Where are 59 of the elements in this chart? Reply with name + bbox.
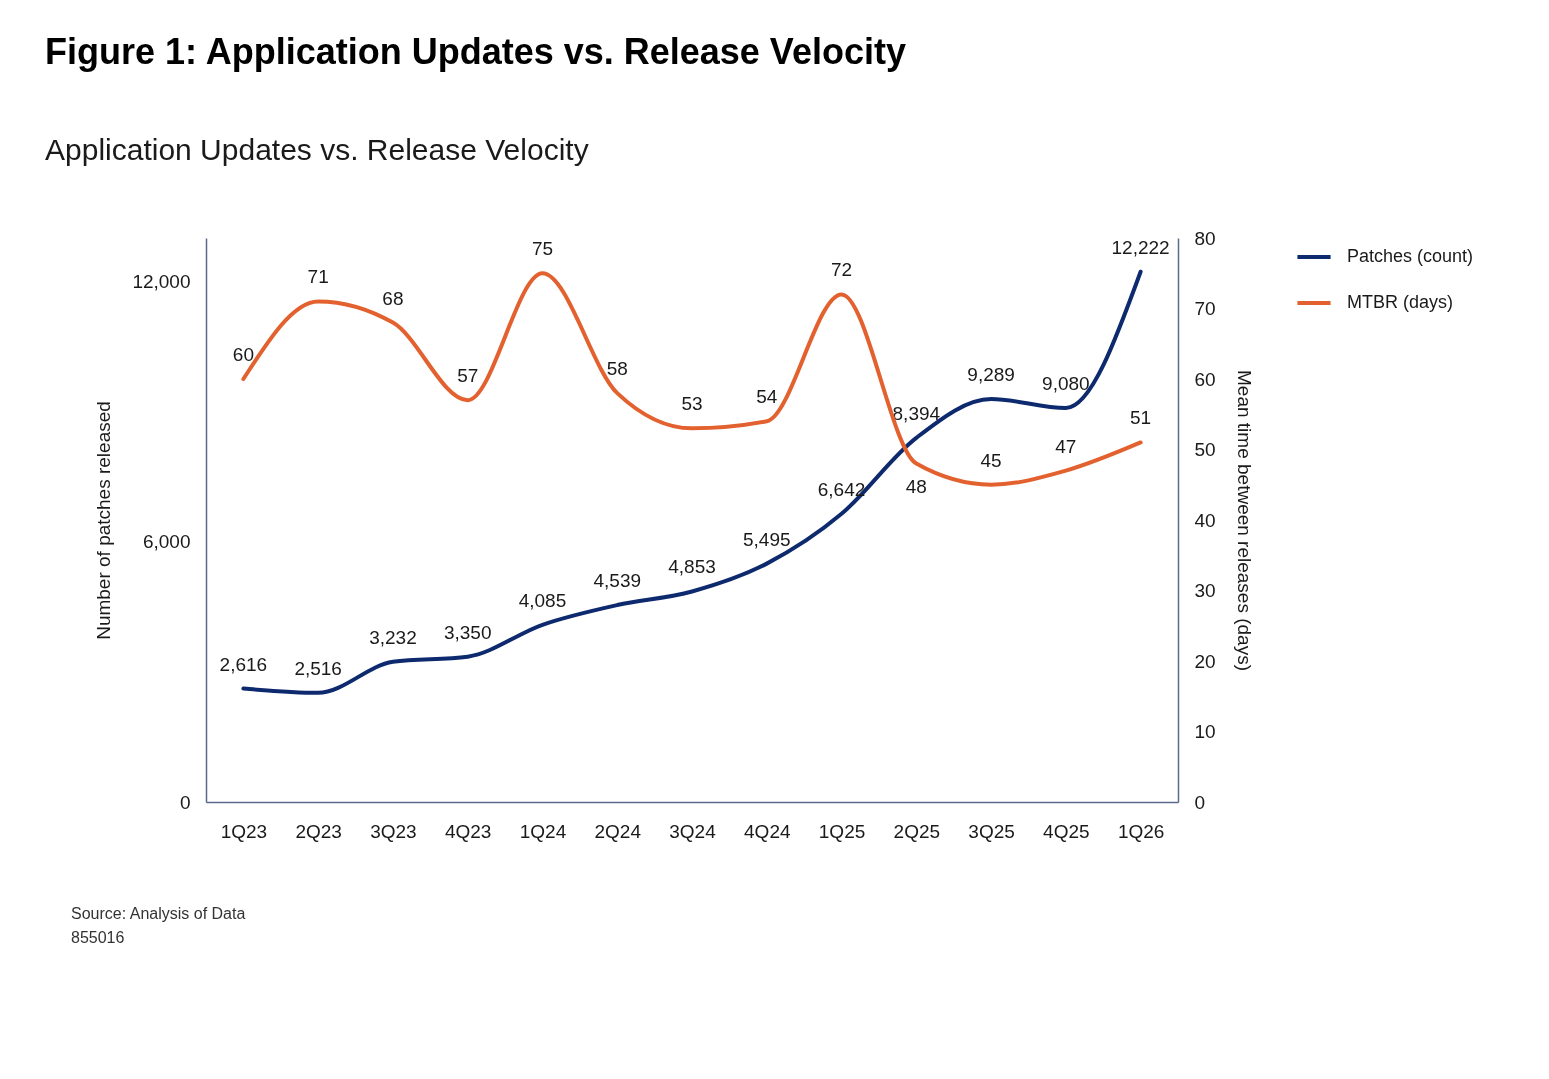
x-tick-label: 1Q24 [519, 820, 567, 842]
data-label: 53 [681, 393, 703, 415]
y2-tick-label: 10 [1194, 721, 1216, 742]
x-tick-label: 2Q25 [893, 820, 941, 842]
y2-tick-label: 20 [1194, 650, 1216, 672]
data-label: 57 [457, 365, 479, 387]
x-tick-label: 3Q25 [968, 820, 1015, 842]
data-label: 58 [606, 358, 628, 380]
data-label: 68 [382, 287, 404, 309]
data-label: 2,616 [219, 653, 268, 675]
data-label: 71 [307, 266, 329, 288]
y-tick-label: 12,000 [132, 270, 191, 292]
data-label: 6,642 [817, 478, 866, 500]
x-tick-label: 1Q26 [1117, 820, 1165, 842]
x-tick-label: 3Q24 [669, 820, 717, 842]
y2-axis-title: Mean time between releases (days) [1233, 370, 1255, 671]
data-label: 4,539 [593, 570, 641, 592]
data-label: 47 [1055, 435, 1077, 457]
y2-tick-label: 50 [1194, 439, 1216, 460]
chart-subtitle: Application Updates vs. Release Velocity [45, 133, 589, 166]
data-label: 54 [756, 386, 778, 408]
data-label: 51 [1130, 407, 1152, 429]
y2-tick-label: 0 [1194, 791, 1206, 813]
data-label: 4,853 [668, 556, 716, 578]
data-label: 9,080 [1042, 373, 1090, 395]
x-tick-label: 4Q23 [444, 820, 492, 842]
x-tick-label: 4Q25 [1043, 820, 1090, 842]
data-label: 5,495 [743, 528, 791, 550]
y-axis-title: Number of patches released [93, 401, 115, 640]
chart-title: Figure 1: Application Updates vs. Release Velocity [45, 31, 906, 72]
y2-tick-label: 60 [1194, 368, 1216, 390]
x-tick-label: 4Q24 [744, 820, 791, 842]
legend-label: Patches (count) [1347, 246, 1474, 266]
y2-tick-label: 80 [1194, 227, 1216, 249]
y2-tick-label: 70 [1194, 298, 1216, 319]
data-label: 3,350 [443, 621, 492, 643]
data-label: 2,516 [294, 657, 342, 679]
x-tick-label: 1Q23 [220, 820, 268, 842]
x-tick-label: 3Q23 [370, 820, 417, 842]
data-label: 72 [830, 259, 853, 281]
data-label: 45 [980, 449, 1002, 471]
data-label: 60 [232, 344, 254, 365]
data-label: 75 [531, 238, 554, 260]
data-label: 9,289 [967, 364, 1015, 385]
data-label: 4,085 [518, 589, 567, 611]
y-tick-label: 0 [179, 791, 191, 813]
y-tick-label: 6,000 [142, 531, 191, 553]
x-tick-label: 2Q23 [295, 820, 342, 842]
data-label: 48 [905, 475, 927, 497]
data-label: 8,394 [892, 402, 941, 424]
x-tick-label: 1Q25 [818, 820, 866, 842]
legend-label: MTBR (days) [1347, 292, 1454, 312]
y2-tick-label: 30 [1194, 580, 1216, 601]
y2-tick-label: 40 [1194, 509, 1216, 531]
data-label: 3,232 [369, 626, 417, 648]
x-tick-label: 2Q24 [594, 820, 642, 842]
source-note: Source: Analysis of Data [71, 905, 246, 922]
text: 855016 [71, 929, 125, 946]
data-label: 12,222 [1111, 236, 1170, 258]
